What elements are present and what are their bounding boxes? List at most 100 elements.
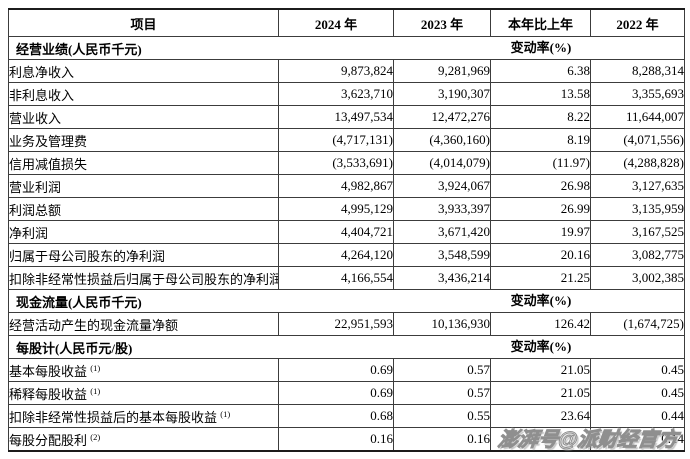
cell-2022: 0.45 bbox=[590, 381, 685, 405]
cell-2023: 10,136,930 bbox=[393, 312, 491, 336]
cell-item: 利润总额 bbox=[8, 197, 279, 221]
cell-2024: 9,873,824 bbox=[278, 59, 394, 83]
table-row: 基本每股收益 (1) 0.69 0.57 21.05 0.45 bbox=[8, 358, 685, 382]
cell-2022: 8,288,314 bbox=[590, 59, 685, 83]
cell-2023: 0.57 bbox=[393, 381, 491, 405]
cell-item: 营业利润 bbox=[8, 174, 279, 198]
row-label: 稀释每股收益 bbox=[9, 386, 88, 402]
cell-2024: 0.69 bbox=[278, 358, 394, 382]
footnote-marker: (1) bbox=[90, 362, 101, 373]
cell-2022: 0.44 bbox=[590, 404, 685, 428]
cell-item: 信用减值损失 bbox=[8, 151, 279, 175]
table-row: 营业利润 4,982,867 3,924,067 26.98 3,127,635 bbox=[8, 174, 685, 198]
section-row-operating: 经营业绩(人民币千元) 变动率(%) bbox=[8, 36, 685, 60]
cell-2024: 22,951,593 bbox=[278, 312, 394, 336]
cell-2022: 3,135,959 bbox=[590, 197, 685, 221]
section-label: 现金流量(人民币千元) bbox=[16, 294, 142, 310]
cell-item: 每股分配股利 (2) bbox=[8, 427, 279, 452]
section-label: 每股计(人民币元/股) bbox=[16, 340, 133, 356]
table-row: 营业收入 13,497,534 12,472,276 8.22 11,644,0… bbox=[8, 105, 685, 129]
cell-yoy: 21.05 bbox=[490, 358, 591, 382]
cell-2022: 3,002,385 bbox=[590, 266, 685, 290]
cell-yoy bbox=[490, 427, 591, 452]
table-row: 净利润 4,404,721 3,671,420 19.97 3,167,525 bbox=[8, 220, 685, 244]
cell-item: 归属于母公司股东的净利润 bbox=[8, 243, 279, 267]
cell-item: 净利润 bbox=[8, 220, 279, 244]
footnote-marker: (1) bbox=[220, 408, 231, 419]
cell-2023: (4,360,160) bbox=[393, 128, 491, 152]
cell-2023: 0.57 bbox=[393, 358, 491, 382]
cell-item: 基本每股收益 (1) bbox=[8, 358, 279, 382]
cell-2024: 4,264,120 bbox=[278, 243, 394, 267]
header-yoy: 本年比上年 bbox=[490, 8, 591, 37]
cell-2024: 13,497,534 bbox=[278, 105, 394, 129]
cell-2024: 0.69 bbox=[278, 381, 394, 405]
cell-2023: 9,281,969 bbox=[393, 59, 491, 83]
table-row: 利息净收入 9,873,824 9,281,969 6.38 8,288,314 bbox=[8, 59, 685, 83]
cell-item: 利息净收入 bbox=[8, 59, 279, 83]
cell-yoy: 26.99 bbox=[490, 197, 591, 221]
table-row: 信用减值损失 (3,533,691) (4,014,079) (11.97) (… bbox=[8, 151, 685, 175]
section-row-cashflow: 现金流量(人民币千元) 变动率(%) bbox=[8, 289, 685, 313]
cell-2024: 0.16 bbox=[278, 427, 394, 452]
cell-2022: 3,167,525 bbox=[590, 220, 685, 244]
table-row: 稀释每股收益 (1) 0.69 0.57 21.05 0.45 bbox=[8, 381, 685, 405]
header-2022: 2022 年 bbox=[590, 8, 685, 37]
table-row: 扣除非经常性损益后归属于母公司股东的净利润 4,166,554 3,436,21… bbox=[8, 266, 685, 290]
cell-item: 非利息收入 bbox=[8, 82, 279, 106]
cell-2023: 12,472,276 bbox=[393, 105, 491, 129]
section-row-pershare: 每股计(人民币元/股) 变动率(%) bbox=[8, 335, 685, 359]
cell-item: 营业收入 bbox=[8, 105, 279, 129]
row-label: 基本每股收益 bbox=[9, 363, 88, 379]
table-row: 扣除非经常性损益后的基本每股收益 (1) 0.68 0.55 23.64 0.4… bbox=[8, 404, 685, 428]
table-row: 每股分配股利 (2) 0.16 0.16 0.14 bbox=[8, 427, 685, 452]
header-item: 项目 bbox=[8, 8, 279, 37]
cell-2022: 11,644,007 bbox=[590, 105, 685, 129]
cell-2022: 3,127,635 bbox=[590, 174, 685, 198]
cell-2024: (3,533,691) bbox=[278, 151, 394, 175]
section-label: 经营业绩(人民币千元) bbox=[16, 41, 142, 57]
table-row: 利润总额 4,995,129 3,933,397 26.99 3,135,959 bbox=[8, 197, 685, 221]
cell-2023: 3,436,214 bbox=[393, 266, 491, 290]
cell-yoy: 26.98 bbox=[490, 174, 591, 198]
table-row: 非利息收入 3,623,710 3,190,307 13.58 3,355,69… bbox=[8, 82, 685, 106]
footnote-marker: (1) bbox=[90, 385, 101, 396]
table-row: 归属于母公司股东的净利润 4,264,120 3,548,599 20.16 3… bbox=[8, 243, 685, 267]
header-2023: 2023 年 bbox=[393, 8, 491, 37]
table-header-row: 项目 2024 年 2023 年 本年比上年 2022 年 bbox=[8, 8, 685, 37]
cell-item: 业务及管理费 bbox=[8, 128, 279, 152]
cell-2024: 4,404,721 bbox=[278, 220, 394, 244]
cell-2023: 3,924,067 bbox=[393, 174, 491, 198]
cell-2024: 4,166,554 bbox=[278, 266, 394, 290]
section-cell: 经营业绩(人民币千元) 变动率(%) bbox=[8, 36, 685, 60]
cell-item: 稀释每股收益 (1) bbox=[8, 381, 279, 405]
cell-2022: 3,355,693 bbox=[590, 82, 685, 106]
cell-2022: (4,288,828) bbox=[590, 151, 685, 175]
cell-item: 经营活动产生的现金流量净额 bbox=[8, 312, 279, 336]
row-label: 扣除非经常性损益后的基本每股收益 bbox=[9, 409, 218, 425]
cell-2022: 0.14 bbox=[590, 427, 685, 452]
row-label: 每股分配股利 bbox=[9, 432, 88, 448]
cell-yoy: 126.42 bbox=[490, 312, 591, 336]
cell-2023: 3,671,420 bbox=[393, 220, 491, 244]
cell-yoy: 20.16 bbox=[490, 243, 591, 267]
cell-item: 扣除非经常性损益后的基本每股收益 (1) bbox=[8, 404, 279, 428]
cell-yoy: (11.97) bbox=[490, 151, 591, 175]
cell-2024: (4,717,131) bbox=[278, 128, 394, 152]
cell-yoy: 21.05 bbox=[490, 381, 591, 405]
financial-summary-table: 项目 2024 年 2023 年 本年比上年 2022 年 经营业绩(人民币千元… bbox=[8, 8, 685, 452]
cell-yoy: 23.64 bbox=[490, 404, 591, 428]
section-cell: 每股计(人民币元/股) 变动率(%) bbox=[8, 335, 685, 359]
change-rate-label: 变动率(%) bbox=[510, 293, 572, 308]
footnote-marker: (2) bbox=[90, 431, 101, 442]
cell-2023: 3,548,599 bbox=[393, 243, 491, 267]
cell-2023: (4,014,079) bbox=[393, 151, 491, 175]
cell-yoy: 8.22 bbox=[490, 105, 591, 129]
cell-2023: 3,933,397 bbox=[393, 197, 491, 221]
cell-yoy: 19.97 bbox=[490, 220, 591, 244]
cell-yoy: 6.38 bbox=[490, 59, 591, 83]
cell-2022: (4,071,556) bbox=[590, 128, 685, 152]
cell-2024: 4,995,129 bbox=[278, 197, 394, 221]
cell-yoy: 21.25 bbox=[490, 266, 591, 290]
